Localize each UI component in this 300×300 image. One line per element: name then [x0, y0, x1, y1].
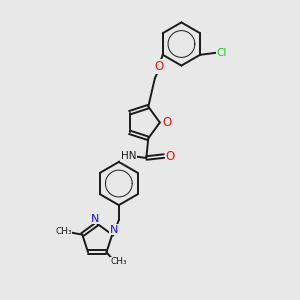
Text: Cl: Cl: [217, 48, 227, 58]
Text: O: O: [154, 60, 164, 73]
Text: O: O: [165, 150, 175, 163]
Text: CH₃: CH₃: [111, 257, 128, 266]
Text: N: N: [110, 225, 118, 235]
Text: O: O: [162, 116, 171, 129]
Text: HN: HN: [121, 151, 136, 161]
Text: N: N: [91, 214, 100, 224]
Text: CH₃: CH₃: [56, 227, 72, 236]
